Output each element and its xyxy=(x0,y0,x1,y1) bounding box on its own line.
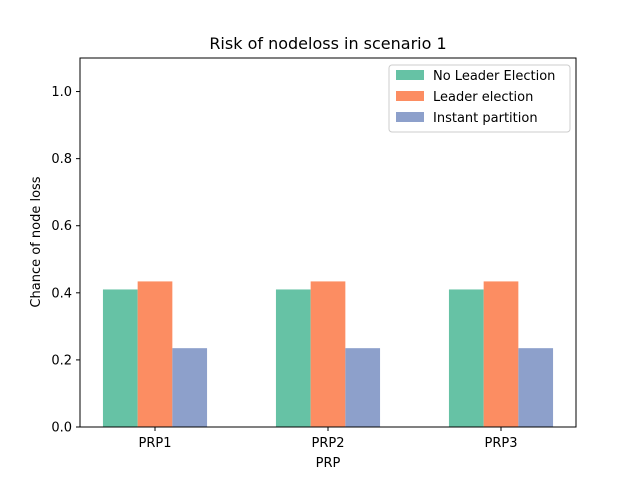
x-tick-label: PRP2 xyxy=(312,436,345,451)
y-tick-label: 0.2 xyxy=(51,353,72,368)
bar xyxy=(310,281,346,427)
y-tick-label: 0.0 xyxy=(51,421,72,436)
bar xyxy=(518,348,554,427)
y-axis-label: Chance of node loss xyxy=(29,176,44,307)
x-axis-label: PRP xyxy=(316,456,341,471)
y-tick-label: 0.8 xyxy=(51,152,72,167)
legend-swatch xyxy=(396,70,424,80)
bar xyxy=(483,281,519,427)
chart-title: Risk of nodeloss in scenario 1 xyxy=(209,34,446,53)
plot-area: 0.0 0.2 0.4 0.6 0.8 1.0 PRP1 PRP2 PRP3 No Leader … xyxy=(51,57,577,451)
bar xyxy=(137,281,173,427)
y-tick-label: 0.4 xyxy=(51,286,72,301)
bar xyxy=(172,348,208,427)
legend-label: Instant partition xyxy=(433,111,538,126)
legend-box xyxy=(388,64,571,133)
y-tick-label: 1.0 xyxy=(51,85,72,100)
bar xyxy=(345,348,381,427)
x-tick-label: PRP3 xyxy=(485,436,518,451)
bar xyxy=(275,289,311,427)
legend-label: Leader election xyxy=(433,90,533,105)
x-tick-label: PRP1 xyxy=(139,436,172,451)
y-tick-label: 0.6 xyxy=(51,219,72,234)
bar xyxy=(102,289,138,427)
bar xyxy=(448,289,484,427)
legend-label: No Leader Election xyxy=(433,69,555,84)
legend-swatch xyxy=(396,112,424,122)
legend-swatch xyxy=(396,91,424,101)
